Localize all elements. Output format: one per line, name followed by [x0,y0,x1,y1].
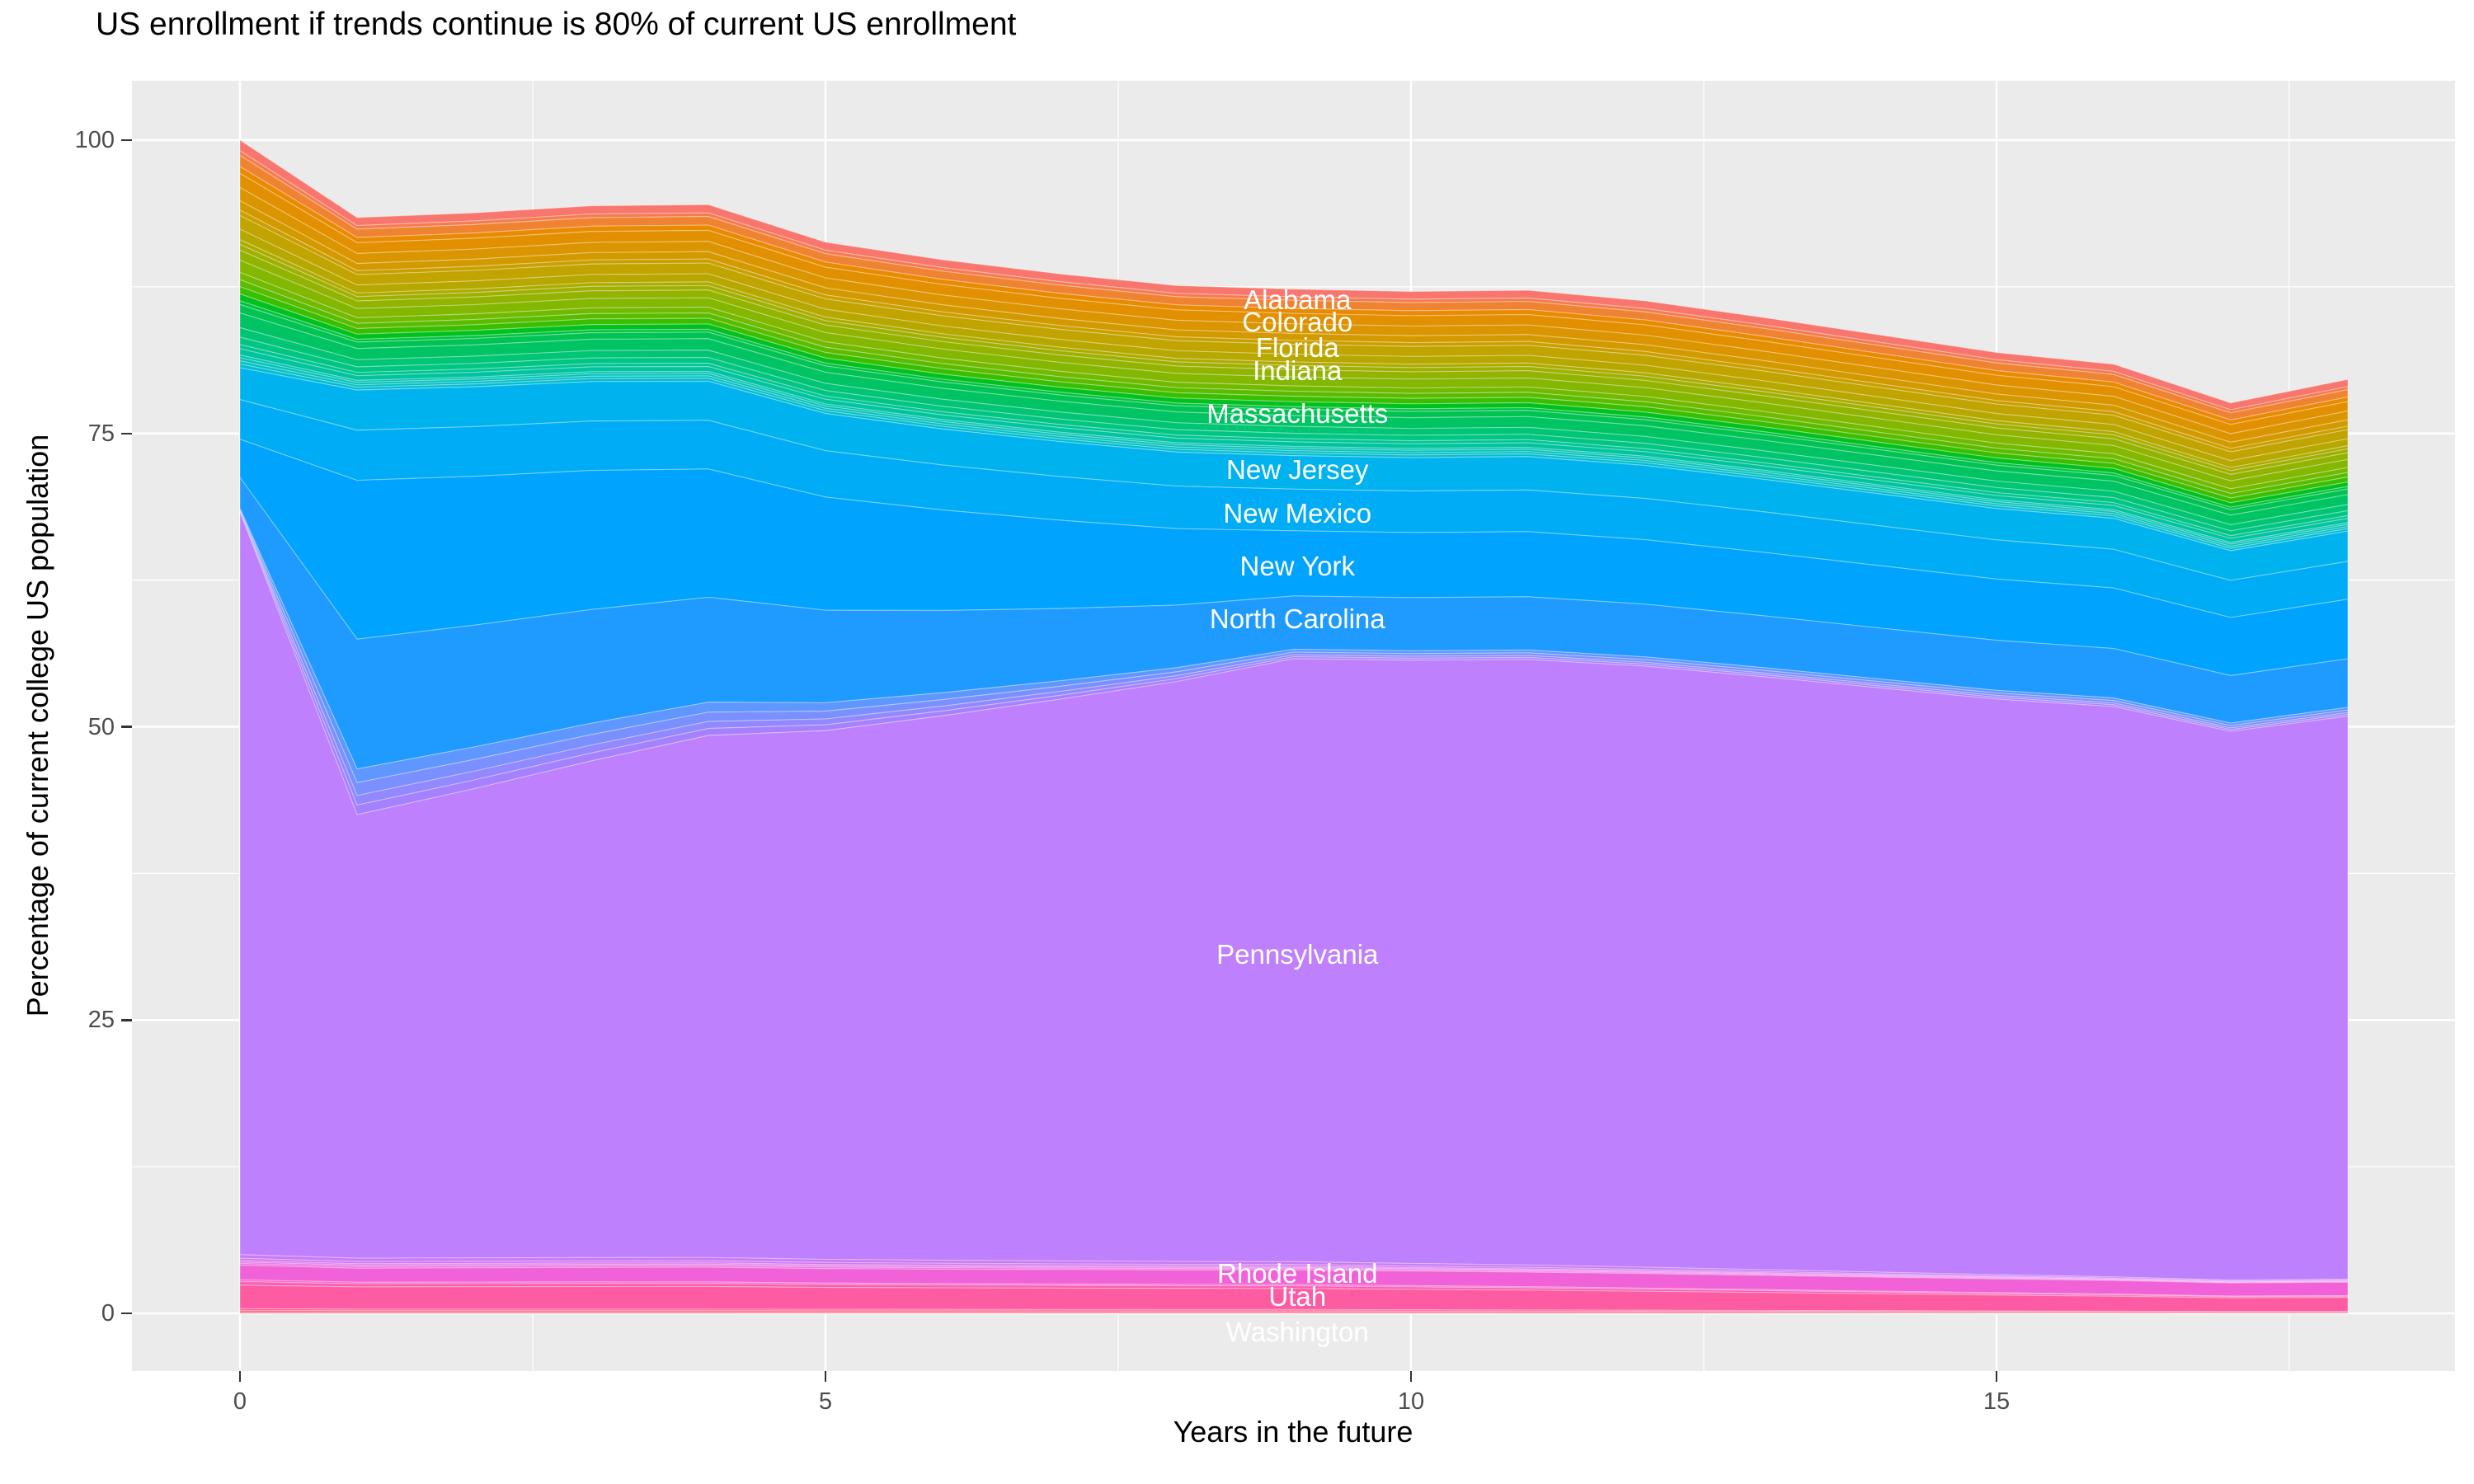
band-label-pennsylvania: Pennsylvania [1216,938,1379,970]
stacked-area-plot [132,81,2455,1371]
area-band-washington [239,1284,2349,1313]
y-tick-label-100: 100 [74,127,115,153]
band-label-rhode-island: Rhode Island [1217,1257,1378,1289]
x-tick-10 [1409,1371,1413,1382]
y-tick-label-50: 50 [87,713,115,740]
band-label-alabama: Alabama [1244,284,1352,315]
band-label-florida: Florida [1255,331,1339,363]
area-band-maryland [239,303,2349,516]
area-band-iowa [239,271,2349,495]
area-band-new-york [239,439,2349,677]
x-tick-15 [1995,1371,1998,1382]
band-label-massachusetts: Massachusetts [1206,397,1389,429]
x-tick-0 [238,1371,242,1382]
band-label-new-jersey: New Jersey [1226,453,1369,485]
band-label-new-york: New York [1239,550,1355,581]
y-tick-0 [121,1312,132,1315]
area-band-colorado [239,186,2349,444]
y-tick-75 [121,432,132,434]
area-band-indiana [239,259,2349,490]
y-tick-label-0: 0 [101,1300,115,1327]
area-band-mississippi [239,344,2349,539]
x-tick-label-5: 5 [818,1388,833,1415]
area-band-arizona [239,154,2349,421]
y-tick-100 [121,139,132,142]
y-tick-25 [121,1019,132,1021]
y-tick-label-25: 25 [87,1007,115,1034]
band-label-utah: Utah [1268,1281,1327,1313]
band-label-indiana: Indiana [1253,355,1343,387]
area-band-new-mexico [239,398,2349,618]
area-band-michigan [239,326,2349,532]
band-label-new-mexico: New Mexico [1223,497,1372,528]
band-label-north-carolina: North Carolina [1209,603,1385,634]
area-band-north-dakota [239,508,2349,784]
area-band-south-carolina [239,1257,2349,1283]
x-tick-5 [824,1371,827,1382]
x-tick-label-15: 15 [1982,1388,2011,1415]
chart-title: US enrollment if trends continue is 80% … [96,7,1017,42]
area-band-vermont [239,1279,2349,1298]
band-label-colorado: Colorado [1242,306,1353,337]
plot-panel [132,81,2455,1371]
x-tick-label-0: 0 [233,1388,247,1415]
x-axis-title: Years in the future [1173,1415,1413,1449]
area-band-utah [239,1265,2349,1297]
y-tick-label-75: 75 [87,420,115,447]
band-label-washington: Washington [1225,1316,1369,1347]
area-band-louisiana [239,293,2349,508]
x-tick-label-10: 10 [1397,1388,1425,1415]
y-tick-50 [121,726,132,728]
area-band-maine [239,300,2349,510]
